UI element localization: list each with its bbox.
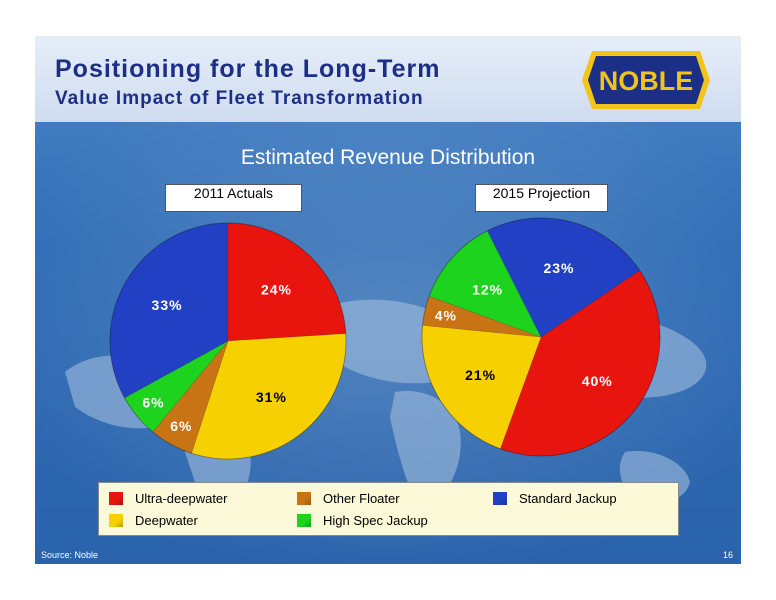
legend-label: High Spec Jackup xyxy=(323,513,428,528)
pie-outline xyxy=(109,222,347,460)
pie-slice-high-spec-jackup xyxy=(124,340,229,433)
pie-slice-other-floater xyxy=(152,340,229,454)
pie-label-2011: 2011 Actuals xyxy=(165,184,302,212)
chart-legend: Ultra-deepwater Deepwater Other Floater … xyxy=(98,482,679,536)
page-number: 16 xyxy=(722,550,733,560)
legend-swatch xyxy=(109,492,123,505)
pie-slice-ultra-deepwater xyxy=(227,222,347,342)
pie-data-label: 6% xyxy=(142,395,164,411)
slide: Positioning for the Long-Term Value Impa… xyxy=(35,36,741,564)
chart-title: Estimated Revenue Distribution xyxy=(240,146,536,169)
pie-slice-standard-jackup xyxy=(109,222,229,399)
page-title: Positioning for the Long-Term xyxy=(55,55,441,83)
source-note: Source: Noble xyxy=(41,550,99,560)
page-subtitle: Value Impact of Fleet Transformation xyxy=(55,88,424,109)
legend-swatch xyxy=(109,514,123,527)
pie-slice-ultra-deepwater xyxy=(499,270,661,457)
pie-label-2015: 2015 Projection xyxy=(475,184,608,212)
pie-data-label: 33% xyxy=(152,297,183,313)
pie-slice-deepwater xyxy=(191,333,347,460)
pie-data-label: 40% xyxy=(582,373,613,389)
legend-label: Ultra-deepwater xyxy=(135,491,228,506)
pie-slice-high-spec-jackup xyxy=(428,230,542,338)
legend-label: Standard Jackup xyxy=(519,491,617,506)
pie-data-label: 12% xyxy=(472,282,503,298)
noble-logo: NOBLE xyxy=(582,51,710,109)
pie-slice-deepwater xyxy=(421,325,542,450)
pie-outline xyxy=(421,217,661,457)
legend-label: Other Floater xyxy=(323,491,400,506)
pie-data-label: 31% xyxy=(256,389,287,405)
logo-text: NOBLE xyxy=(599,66,694,96)
legend-swatch xyxy=(297,514,311,527)
pie-data-label: 4% xyxy=(435,307,457,323)
pie-charts: 24% 31% 6% 6% 33% 40% 21% 4% 12% 23% xyxy=(109,217,661,460)
pie-slice-other-floater xyxy=(422,295,542,338)
legend-label: Deepwater xyxy=(135,513,198,528)
legend-swatch xyxy=(493,492,507,505)
pie-data-label: 24% xyxy=(261,281,292,297)
pie-data-label: 21% xyxy=(465,367,496,383)
legend-swatch xyxy=(297,492,311,505)
pie-slice-standard-jackup xyxy=(486,217,641,338)
pie-data-label: 23% xyxy=(543,260,574,276)
header-band: Positioning for the Long-Term Value Impa… xyxy=(35,36,741,122)
pie-data-label: 6% xyxy=(170,418,192,434)
